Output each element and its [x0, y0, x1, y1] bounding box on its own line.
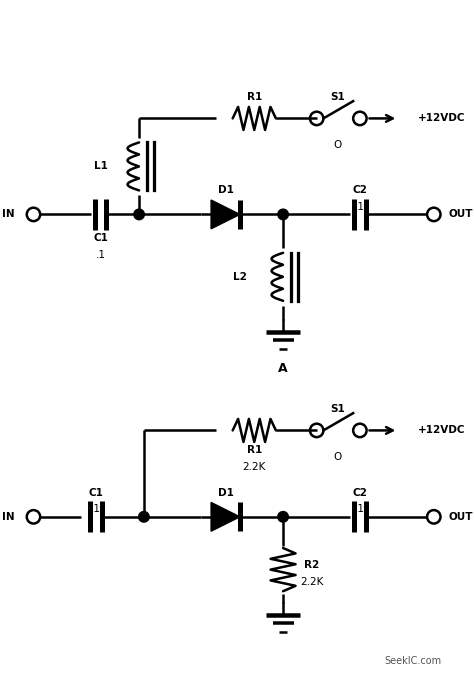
Text: .1: .1	[355, 504, 365, 514]
Text: S1: S1	[330, 404, 345, 414]
Text: C1: C1	[89, 488, 103, 498]
Text: IN: IN	[1, 512, 14, 522]
Circle shape	[138, 511, 149, 522]
Circle shape	[278, 209, 288, 220]
Text: L1: L1	[94, 161, 108, 172]
Text: .1: .1	[96, 249, 106, 260]
Text: OUT: OUT	[448, 209, 473, 219]
Text: A: A	[278, 362, 288, 375]
Text: SeekIC.com: SeekIC.com	[384, 656, 441, 666]
Text: R1: R1	[246, 444, 262, 455]
Text: 2.2K: 2.2K	[243, 462, 266, 472]
Text: .1: .1	[91, 504, 101, 514]
Text: IN: IN	[1, 209, 14, 219]
Polygon shape	[211, 502, 240, 531]
Text: O: O	[334, 452, 342, 462]
Text: L2: L2	[233, 272, 247, 282]
Text: OUT: OUT	[448, 512, 473, 522]
Text: 2.2K: 2.2K	[300, 577, 324, 587]
Text: O: O	[334, 141, 342, 150]
Text: D1: D1	[218, 488, 233, 498]
Text: D1: D1	[218, 185, 233, 196]
Text: R1: R1	[246, 92, 262, 102]
Circle shape	[134, 209, 145, 220]
Text: C2: C2	[353, 185, 367, 196]
Text: S1: S1	[330, 92, 345, 102]
Text: C1: C1	[93, 234, 108, 243]
Polygon shape	[211, 200, 240, 229]
Text: +12VDC: +12VDC	[418, 425, 465, 435]
Circle shape	[278, 511, 288, 522]
Text: R2: R2	[304, 560, 319, 570]
Text: .1: .1	[355, 202, 365, 212]
Text: C2: C2	[353, 488, 367, 498]
Text: +12VDC: +12VDC	[418, 114, 465, 123]
